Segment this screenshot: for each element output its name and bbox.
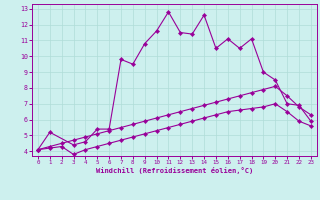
- X-axis label: Windchill (Refroidissement éolien,°C): Windchill (Refroidissement éolien,°C): [96, 167, 253, 174]
